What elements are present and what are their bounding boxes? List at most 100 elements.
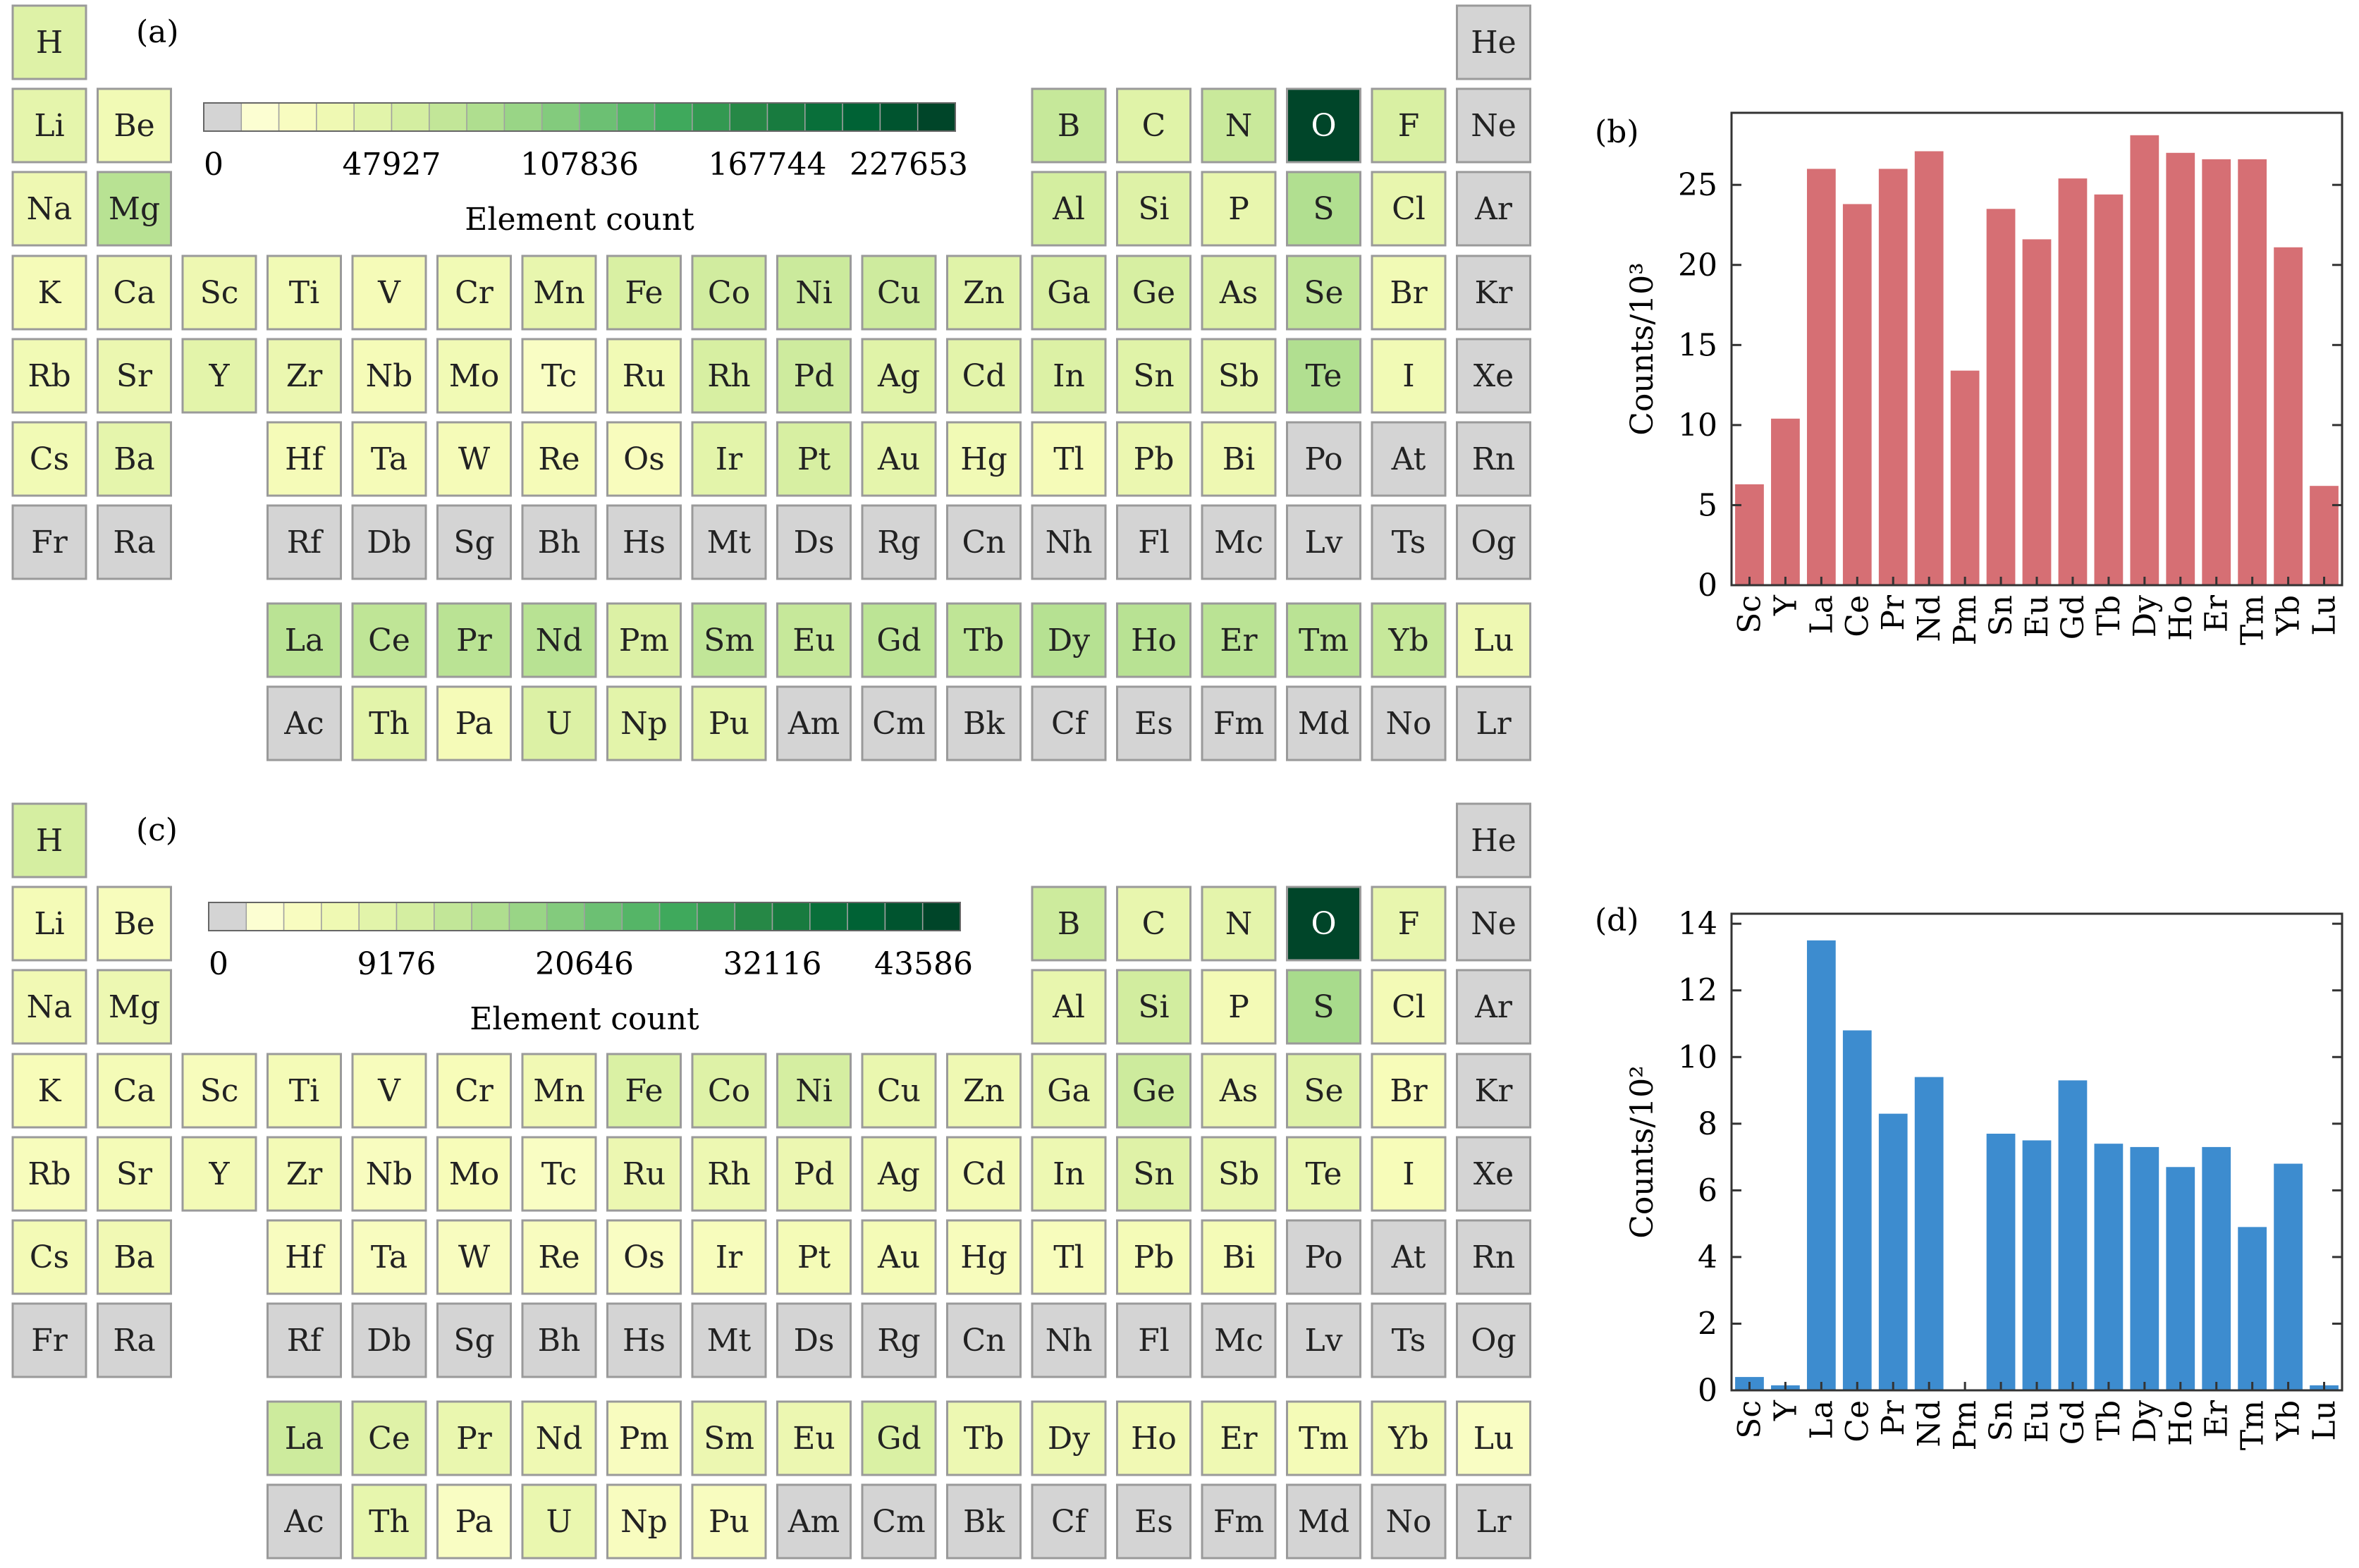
element-symbol: Es (1134, 1504, 1173, 1540)
element-symbol: Bh (538, 1323, 581, 1359)
bar-nd (1914, 1077, 1944, 1390)
element-cell-sg: Sg (436, 504, 512, 580)
element-symbol: Tm (1299, 1421, 1349, 1457)
element-symbol: Al (1052, 191, 1085, 227)
element-cell-mt: Mt (691, 504, 767, 580)
element-symbol: Lr (1476, 1504, 1512, 1540)
element-cell-ac: Ac (266, 685, 342, 761)
element-symbol: W (458, 441, 491, 477)
element-cell-ir: Ir (691, 421, 767, 497)
element-symbol: Zn (963, 275, 1005, 311)
colorbar-tick-label: 107836 (520, 147, 639, 183)
bar-ho (2166, 1167, 2195, 1390)
colorbar-title: Element count (470, 1001, 699, 1037)
element-symbol: Cr (455, 1073, 494, 1109)
element-cell-c: C (1116, 886, 1191, 962)
element-cell-ir: Ir (691, 1219, 767, 1295)
element-cell-bh: Bh (521, 504, 597, 580)
element-cell-fm: Fm (1201, 1483, 1277, 1560)
element-cell-pm: Pm (606, 602, 682, 678)
element-symbol: Fl (1138, 525, 1170, 561)
element-cell-u: U (521, 685, 597, 761)
element-cell-re: Re (521, 421, 597, 497)
colorbar-tick-label: 0 (209, 946, 228, 982)
element-symbol: F (1398, 906, 1420, 942)
element-symbol: Tc (541, 358, 577, 394)
y-tick-label: 4 (1698, 1239, 1717, 1275)
element-symbol: S (1313, 989, 1334, 1025)
element-symbol: Fe (625, 275, 663, 311)
element-cell-be: Be (97, 886, 172, 962)
x-tick-label: Pr (1875, 594, 1911, 631)
colorbar-swatch (879, 102, 919, 132)
element-cell-tb: Tb (946, 1400, 1022, 1476)
element-cell-rh: Rh (691, 338, 767, 414)
colorbar-swatch (508, 902, 548, 931)
element-cell-mo: Mo (436, 338, 512, 414)
element-symbol: Pr (456, 1421, 493, 1457)
element-symbol: Lu (1473, 1421, 1514, 1457)
element-cell-ti: Ti (266, 1053, 342, 1129)
element-symbol: Er (1220, 623, 1258, 659)
element-symbol: Pa (455, 1504, 494, 1540)
element-symbol: Bi (1223, 1239, 1255, 1275)
element-cell-md: Md (1286, 685, 1361, 761)
element-cell-am: Am (776, 685, 852, 761)
element-symbol: Th (369, 1504, 410, 1540)
bar-tm (2238, 159, 2267, 586)
x-tick-label: Lu (2307, 595, 2343, 636)
element-symbol: Bk (963, 1504, 1005, 1540)
element-symbol: W (458, 1239, 491, 1275)
element-cell-ds: Ds (776, 1302, 852, 1378)
element-symbol: Xe (1473, 358, 1514, 394)
element-symbol: Zr (286, 1156, 324, 1192)
element-symbol: Cd (962, 1156, 1006, 1192)
element-cell-sg: Sg (436, 1302, 512, 1378)
element-cell-no: No (1371, 685, 1447, 761)
colorbar-swatch (503, 102, 543, 132)
element-cell-tl: Tl (1031, 1219, 1107, 1295)
element-symbol: Nh (1046, 1323, 1093, 1359)
element-symbol: Pt (797, 1239, 831, 1275)
colorbar-swatch (579, 102, 618, 132)
element-symbol: Re (538, 441, 580, 477)
colorbar-swatch (621, 902, 661, 931)
y-tick-label: 10 (1678, 408, 1717, 443)
colorbar-tick-label: 0 (204, 147, 223, 183)
element-symbol: Cf (1051, 706, 1089, 742)
element-cell-ag: Ag (861, 338, 937, 414)
element-symbol: I (1402, 1156, 1414, 1192)
element-cell-i: I (1371, 1136, 1447, 1212)
element-cell-bh: Bh (521, 1302, 597, 1378)
element-symbol: Og (1471, 525, 1516, 561)
element-symbol: Cs (30, 1239, 69, 1275)
element-cell-lu: Lu (1456, 602, 1531, 678)
element-cell-n: N (1201, 87, 1277, 164)
element-cell-na: Na (11, 969, 87, 1045)
element-symbol: Ti (289, 1073, 319, 1109)
element-cell-cn: Cn (946, 504, 1022, 580)
element-symbol: Hf (285, 441, 325, 477)
element-symbol: Lu (1473, 623, 1514, 659)
colorbar-tick-label: 20646 (535, 946, 634, 982)
element-cell-os: Os (606, 421, 682, 497)
element-symbol: Mt (707, 1323, 752, 1359)
element-symbol: Os (623, 441, 665, 477)
element-cell-ar: Ar (1456, 171, 1531, 247)
element-symbol: Fl (1138, 1323, 1170, 1359)
element-cell-bi: Bi (1201, 421, 1277, 497)
element-cell-fe: Fe (606, 255, 682, 331)
element-cell-fr: Fr (11, 504, 87, 580)
element-cell-b: B (1031, 87, 1107, 164)
element-symbol: Lv (1304, 1323, 1342, 1359)
element-cell-sc: Sc (181, 255, 257, 331)
element-symbol: Zr (286, 358, 324, 394)
element-cell-cf: Cf (1031, 685, 1107, 761)
element-cell-ho: Ho (1116, 1400, 1191, 1476)
colorbar-swatch (391, 102, 430, 132)
element-symbol: Sc (200, 1073, 239, 1109)
element-symbol: In (1053, 358, 1085, 394)
element-cell-er: Er (1201, 1400, 1277, 1476)
colorbar-swatch (434, 902, 472, 931)
